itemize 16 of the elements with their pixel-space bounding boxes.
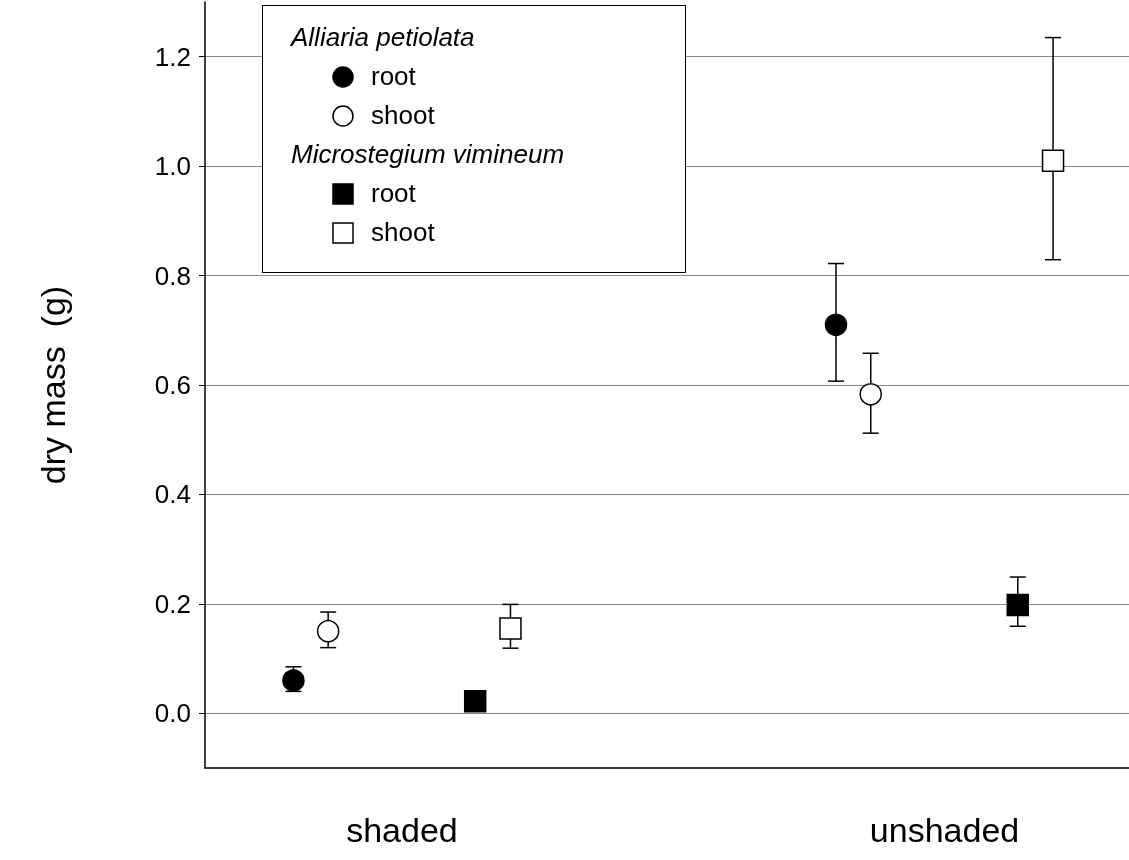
x-tick-label: shaded: [346, 811, 458, 849]
y-tick-label: 0.8: [154, 260, 191, 291]
legend-label: root: [371, 60, 416, 93]
legend-label: root: [371, 177, 416, 210]
y-tick-label: 0.2: [154, 588, 191, 619]
y-tick-label: 0.4: [154, 479, 191, 510]
x-tick-label: unshaded: [869, 811, 1020, 849]
annotation: Microstegium vimineum: [291, 138, 566, 171]
legend-label: shoot: [371, 216, 435, 249]
y-axis-title: dry mass (g): [34, 285, 72, 485]
y-tick-label: 0.6: [154, 370, 191, 400]
y-tick-label: 0.0: [154, 698, 191, 729]
legend-label: shoot: [371, 99, 435, 132]
y-tick-label: 1.2: [154, 41, 191, 72]
annotation: Alliaria petiolata: [291, 21, 476, 54]
y-tick-label: 1.0: [154, 151, 191, 182]
